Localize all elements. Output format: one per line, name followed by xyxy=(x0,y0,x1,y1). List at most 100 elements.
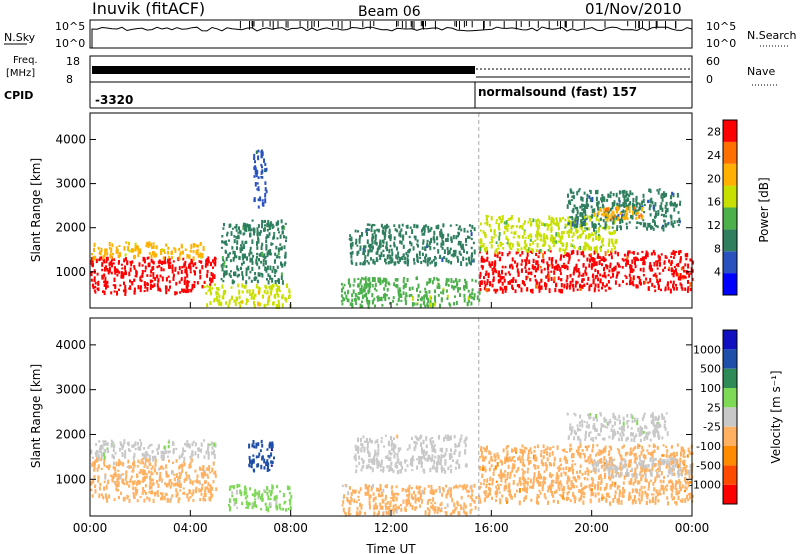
heatmap-cell xyxy=(105,283,108,288)
heatmap-cell xyxy=(603,266,606,270)
heatmap-cell xyxy=(673,451,675,456)
heatmap-cell xyxy=(251,443,254,448)
heatmap-cell xyxy=(385,505,388,510)
heatmap-cell xyxy=(179,483,182,489)
heatmap-cell xyxy=(442,454,445,459)
heatmap-cell xyxy=(406,225,409,229)
heatmap-cell xyxy=(597,211,600,216)
heatmap-cell xyxy=(210,281,213,284)
heatmap-cell xyxy=(367,249,370,255)
heatmap-cell xyxy=(153,283,156,287)
heatmap-cell xyxy=(454,443,457,448)
heatmap-cell xyxy=(588,484,591,489)
heatmap-cell xyxy=(482,482,485,486)
heatmap-cell xyxy=(390,497,393,500)
heatmap-cell xyxy=(635,216,638,220)
heatmap-cell xyxy=(447,250,450,256)
heatmap-cell xyxy=(484,491,487,497)
heatmap-cell xyxy=(91,463,94,468)
heatmap-cell xyxy=(561,487,564,492)
heatmap-cell xyxy=(179,489,182,492)
heatmap-cell xyxy=(416,303,419,306)
heatmap-cell xyxy=(682,447,684,453)
heatmap-cell xyxy=(608,460,611,466)
heatmap-cell xyxy=(544,282,546,285)
heatmap-cell xyxy=(662,268,665,272)
heatmap-cell xyxy=(144,454,147,458)
heatmap-cell xyxy=(611,473,614,476)
heatmap-cell xyxy=(94,460,96,465)
heatmap-cell xyxy=(411,506,414,510)
heatmap-cell xyxy=(254,169,257,175)
heatmap-cell xyxy=(534,275,536,278)
heatmap-cell xyxy=(661,226,664,230)
heatmap-cell xyxy=(268,295,271,299)
heatmap-cell xyxy=(436,285,439,289)
heatmap-cell xyxy=(579,213,582,217)
heatmap-cell xyxy=(423,225,426,229)
heatmap-cell xyxy=(463,439,466,444)
heatmap-cell xyxy=(527,271,530,276)
heatmap-cell xyxy=(499,483,502,486)
heatmap-cell xyxy=(499,256,502,262)
heatmap-cell xyxy=(149,279,152,284)
heatmap-cell xyxy=(548,462,551,467)
heatmap-cell xyxy=(493,266,496,270)
heatmap-cell xyxy=(424,457,427,461)
heatmap-cell xyxy=(599,224,602,228)
heatmap-cell xyxy=(562,489,565,494)
heatmap-cell xyxy=(638,444,641,447)
heatmap-cell xyxy=(125,257,127,261)
heatmap-cell xyxy=(93,465,96,470)
heatmap-cell xyxy=(422,227,425,231)
heatmap-cell xyxy=(623,202,625,207)
heatmap-cell xyxy=(144,265,147,270)
heatmap-cell xyxy=(459,438,462,443)
heatmap-cell xyxy=(229,274,232,278)
heatmap-cell xyxy=(348,278,350,283)
heatmap-cell xyxy=(548,215,551,220)
heatmap-cell xyxy=(535,233,537,238)
heatmap-cell xyxy=(128,271,131,277)
heatmap-cell xyxy=(440,454,443,459)
heatmap-cell xyxy=(178,256,181,261)
heatmap-cell xyxy=(577,450,580,456)
heatmap-cell xyxy=(581,487,584,492)
heatmap-cell xyxy=(262,258,265,263)
heatmap-cell xyxy=(600,240,603,244)
heatmap-cell xyxy=(505,484,508,490)
heatmap-cell xyxy=(566,266,569,271)
heatmap-cell xyxy=(240,244,242,247)
heatmap-cell xyxy=(387,457,390,461)
heatmap-cell xyxy=(613,203,616,207)
heatmap-cell xyxy=(581,197,584,202)
heatmap-cell xyxy=(181,468,184,472)
heatmap-cell xyxy=(369,466,372,470)
heatmap-cell xyxy=(431,304,434,309)
heatmap-cell xyxy=(472,241,475,245)
heatmap-cell xyxy=(651,450,654,454)
heatmap-cell xyxy=(179,474,182,479)
heatmap-cell xyxy=(433,459,436,465)
heatmap-cell xyxy=(587,227,590,231)
heatmap-cell xyxy=(497,247,500,250)
heatmap-cell xyxy=(221,240,224,244)
heatmap-cell xyxy=(689,452,692,456)
heatmap-cell xyxy=(360,284,363,290)
heatmap-cell xyxy=(598,475,601,480)
heatmap-cell xyxy=(186,279,189,283)
heatmap-cell xyxy=(648,265,651,270)
heatmap-cell xyxy=(646,496,649,500)
heatmap-cell xyxy=(574,499,576,504)
heatmap-cell xyxy=(551,490,554,496)
heatmap-cell xyxy=(413,235,416,239)
heatmap-cell xyxy=(373,297,376,301)
heatmap-cell xyxy=(436,467,439,471)
heatmap-cell xyxy=(670,268,673,273)
heatmap-cell xyxy=(671,452,674,456)
heatmap-cell xyxy=(488,483,491,486)
heatmap-cell xyxy=(249,293,252,297)
heatmap-cell xyxy=(576,223,579,228)
heatmap-cell xyxy=(353,278,356,283)
heatmap-cell xyxy=(121,453,124,457)
